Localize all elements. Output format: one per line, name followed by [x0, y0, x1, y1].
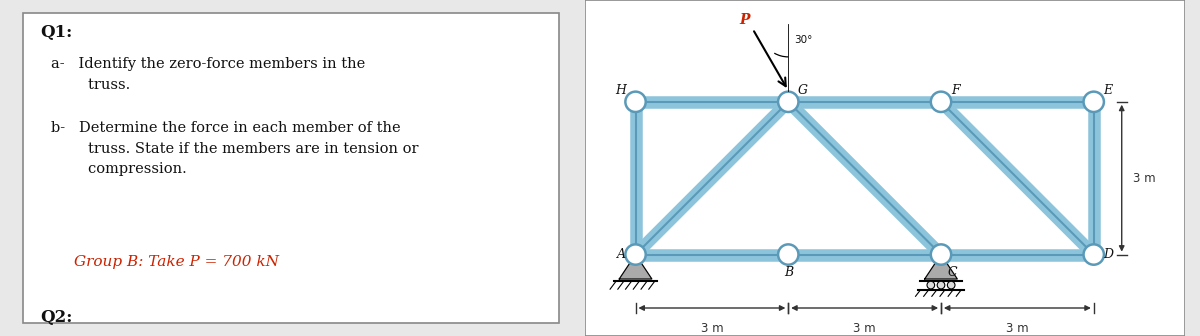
Circle shape [1084, 92, 1104, 112]
Text: G: G [798, 84, 808, 97]
Circle shape [931, 92, 952, 112]
FancyBboxPatch shape [584, 0, 1186, 336]
Text: a-   Identify the zero-force members in the
        truss.: a- Identify the zero-force members in th… [52, 57, 366, 92]
Text: E: E [1104, 84, 1112, 97]
Text: 30°: 30° [794, 35, 812, 45]
Circle shape [778, 92, 798, 112]
Text: A: A [617, 248, 625, 261]
Text: Q2:: Q2: [40, 309, 72, 326]
Text: P: P [740, 13, 750, 27]
Circle shape [625, 92, 646, 112]
Circle shape [931, 244, 952, 265]
Circle shape [926, 281, 935, 289]
Text: Q1:: Q1: [40, 24, 72, 41]
Text: C: C [947, 266, 958, 279]
Text: Group B: Take P = 700 kN: Group B: Take P = 700 kN [74, 255, 280, 269]
Circle shape [625, 244, 646, 265]
Text: 3 m: 3 m [1133, 172, 1156, 185]
Text: 3 m: 3 m [701, 322, 724, 335]
Circle shape [947, 281, 955, 289]
Polygon shape [619, 255, 652, 279]
Text: B: B [784, 266, 793, 279]
Circle shape [1084, 244, 1104, 265]
FancyBboxPatch shape [23, 13, 559, 323]
Text: F: F [950, 84, 960, 97]
Text: H: H [614, 84, 625, 97]
Text: 3 m: 3 m [1006, 322, 1028, 335]
Text: b-   Determine the force in each member of the
        truss. State if the membe: b- Determine the force in each member of… [52, 121, 419, 176]
Polygon shape [925, 255, 958, 279]
Text: D: D [1103, 248, 1112, 261]
Circle shape [937, 281, 944, 289]
Circle shape [778, 244, 798, 265]
Text: 3 m: 3 m [853, 322, 876, 335]
